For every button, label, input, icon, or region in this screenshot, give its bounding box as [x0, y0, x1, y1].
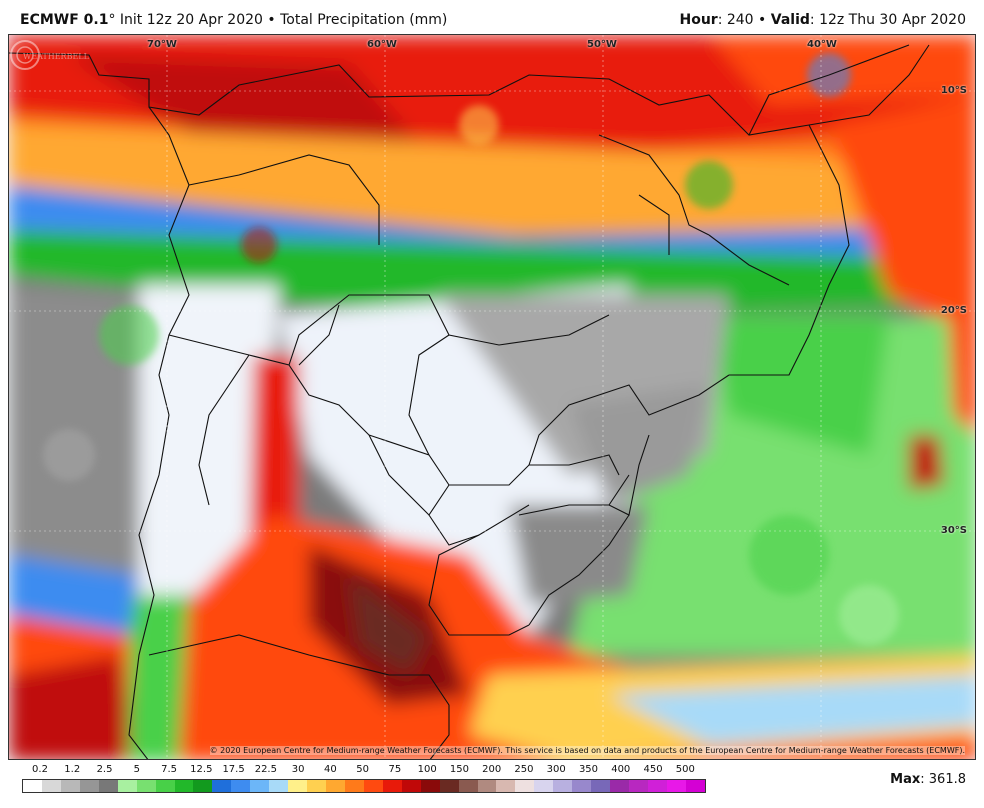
legend-swatch: [288, 780, 308, 792]
legend-swatch: [666, 780, 686, 792]
legend-swatch: [23, 780, 42, 792]
legend-swatch: [326, 780, 345, 792]
legend-swatch: [591, 780, 611, 792]
legend-tick-label: 30: [291, 764, 305, 775]
legend-tick-label: 50: [356, 764, 370, 775]
legend-tick-label: 1.2: [64, 764, 81, 775]
legend-swatch: [231, 780, 251, 792]
hour-value: : 240: [717, 12, 754, 28]
legend-swatch: [572, 780, 592, 792]
legend-tick-label: 250: [514, 764, 534, 775]
legend-swatch: [534, 780, 554, 792]
legend-tick-label: 12.5: [190, 764, 213, 775]
longitude-label: 70°W: [147, 39, 177, 50]
valid-time-info: Hour: 240 • Valid: 12z Thu 30 Apr 2020: [679, 12, 966, 28]
longitude-label: 60°W: [367, 39, 397, 50]
legend-tick-label: 22.5: [254, 764, 277, 775]
watermark-text: WEATHERBELL: [23, 52, 89, 61]
max-value-readout: Max: 361.8: [890, 772, 966, 787]
legend-swatch: [553, 780, 573, 792]
legend-tick-label: 5: [133, 764, 140, 775]
longitude-label: 40°W: [807, 39, 837, 50]
legend-swatch: [647, 780, 667, 792]
map-title: ECMWF 0.1° Init 12z 20 Apr 2020 • Total …: [20, 12, 447, 28]
map-canvas: [9, 35, 975, 759]
legend-swatch: [439, 780, 459, 792]
legend-swatch: [401, 780, 421, 792]
legend-swatch: [458, 780, 478, 792]
degree-sign: °: [108, 12, 116, 28]
legend-tick-label: 7.5: [161, 764, 177, 775]
legend-swatch: [496, 780, 516, 792]
separator: •: [267, 12, 276, 28]
legend-tick-label: 150: [449, 764, 469, 775]
legend-swatch: [610, 780, 629, 792]
latitude-label: 10°S: [940, 85, 967, 96]
legend-tick-label: 500: [675, 764, 695, 775]
legend-swatch: [136, 780, 156, 792]
legend-tick-label: 450: [643, 764, 663, 775]
legend-tick-label: 200: [482, 764, 502, 775]
legend-tick-label: 2.5: [96, 764, 113, 775]
legend-swatch: [685, 780, 705, 792]
graticule: [9, 35, 975, 759]
legend-swatch: [41, 780, 61, 792]
product-name: Total Precipitation (mm): [280, 12, 448, 28]
longitude-label: 50°W: [587, 39, 617, 50]
legend-tick-label: 40: [324, 764, 337, 775]
legend-tick-label: 300: [546, 764, 566, 775]
max-label: Max: [890, 772, 921, 787]
precipitation-map: 70°W 60°W 50°W 40°W 10°S 20°S 30°S WEATH…: [8, 34, 976, 760]
legend-swatch: [250, 780, 270, 792]
separator-2: •: [758, 12, 767, 28]
legend-swatch: [629, 780, 648, 792]
legend-color-bar: [22, 779, 706, 793]
valid-value: : 12z Thu 30 Apr 2020: [809, 12, 966, 28]
precip-legend: 0.2 1.2 2.5 5 7.5 12.5 17.5 22.5 30 40 50 75 100 150 2…: [22, 764, 712, 796]
legend-tick-label: 75: [388, 764, 402, 775]
max-value: : 361.8: [920, 772, 966, 787]
weatherbell-logo: WEATHERBELL: [10, 40, 89, 70]
latitude-label: 30°S: [940, 525, 967, 536]
legend-swatch: [344, 780, 364, 792]
legend-swatch: [382, 780, 402, 792]
legend-swatch: [79, 780, 99, 792]
legend-swatch: [60, 780, 80, 792]
legend-tick-label: 400: [611, 764, 631, 775]
legend-swatch: [155, 780, 175, 792]
hour-label: Hour: [679, 12, 718, 28]
legend-labels: 0.2 1.2 2.5 5 7.5 12.5 17.5 22.5 30 40 50 75 100 150 2…: [22, 764, 702, 778]
legend-swatch: [363, 780, 383, 792]
legend-swatch: [269, 780, 289, 792]
legend-swatch: [174, 780, 194, 792]
legend-swatch: [117, 780, 137, 792]
legend-tick-label: 350: [578, 764, 599, 775]
legend-swatch: [477, 780, 497, 792]
country-borders: [9, 44, 930, 759]
copyright-notice: © 2020 European Centre for Medium-range …: [209, 746, 965, 755]
legend-swatch: [420, 780, 440, 792]
header: ECMWF 0.1° Init 12z 20 Apr 2020 • Total …: [0, 0, 984, 34]
legend-tick-label: 0.2: [32, 764, 48, 775]
legend-swatch: [515, 780, 535, 792]
legend-swatch: [307, 780, 326, 792]
legend-tick-label: 17.5: [222, 764, 245, 775]
legend-tick-label: 100: [417, 764, 437, 775]
precip-fill-layer: [9, 35, 975, 759]
init-time: Init 12z 20 Apr 2020: [119, 12, 263, 28]
legend-swatch: [193, 780, 213, 792]
latitude-label: 20°S: [940, 305, 967, 316]
legend-swatch: [212, 780, 232, 792]
valid-label: Valid: [770, 12, 810, 28]
model-name: ECMWF 0.1: [20, 12, 109, 28]
precip-detail-layer: [43, 53, 899, 645]
legend-swatch: [98, 780, 118, 792]
